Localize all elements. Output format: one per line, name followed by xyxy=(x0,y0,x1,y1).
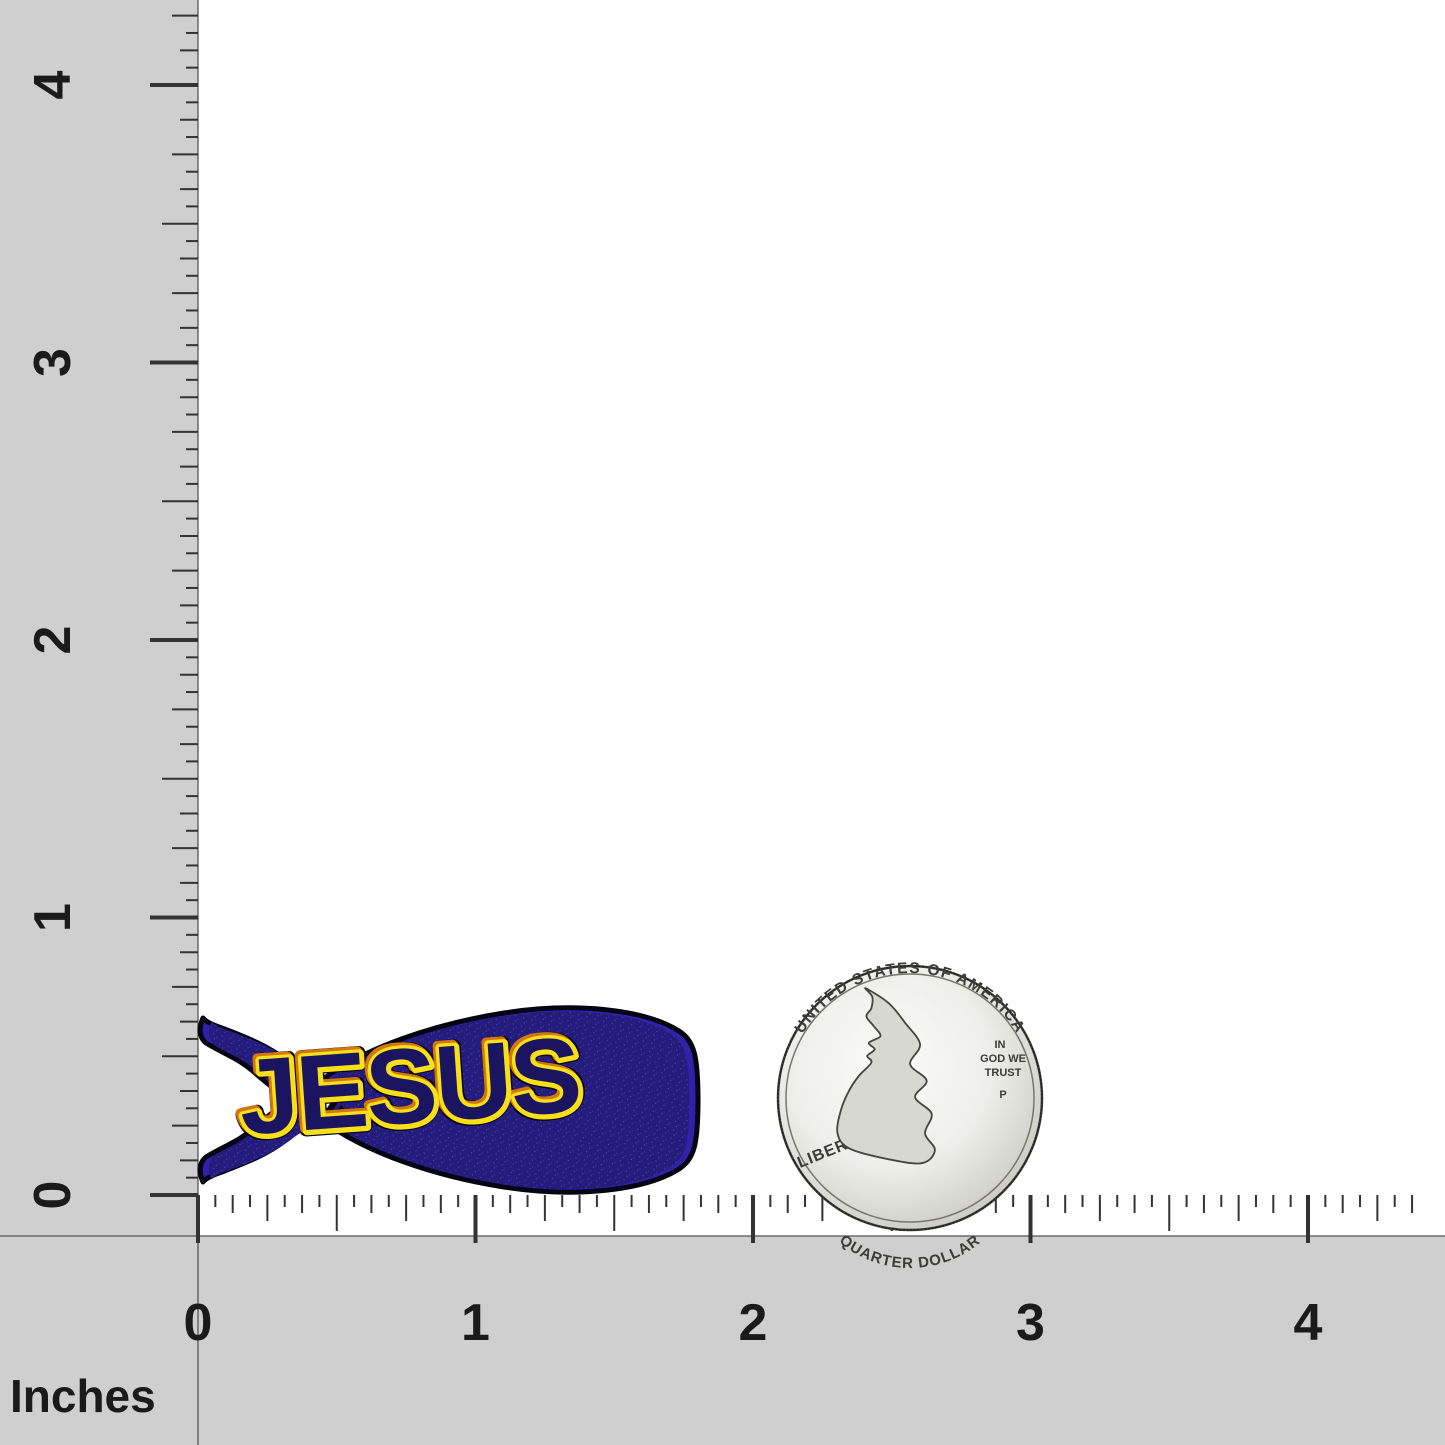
svg-text:2: 2 xyxy=(739,1294,768,1352)
svg-text:3: 3 xyxy=(24,348,82,377)
svg-text:Inches: Inches xyxy=(10,1370,156,1422)
svg-text:1: 1 xyxy=(24,903,82,932)
svg-text:4: 4 xyxy=(1294,1294,1323,1352)
svg-text:3: 3 xyxy=(1016,1294,1045,1352)
svg-text:4: 4 xyxy=(24,70,82,99)
svg-text:0: 0 xyxy=(184,1294,213,1352)
svg-text:IN: IN xyxy=(995,1039,1006,1051)
svg-text:P: P xyxy=(999,1089,1006,1101)
svg-text:GOD WE: GOD WE xyxy=(980,1053,1026,1065)
svg-text:2: 2 xyxy=(24,626,82,655)
svg-text:0: 0 xyxy=(24,1181,82,1210)
svg-text:TRUST: TRUST xyxy=(985,1067,1022,1079)
svg-text:JESUS: JESUS xyxy=(235,1014,583,1157)
svg-text:1: 1 xyxy=(461,1294,490,1352)
